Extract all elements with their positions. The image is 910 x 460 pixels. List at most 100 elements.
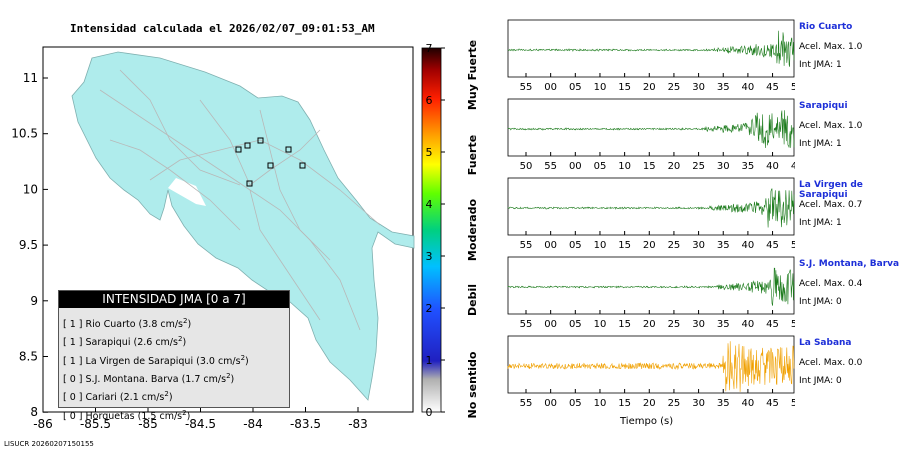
colorbar-category-label: Debil — [466, 284, 479, 316]
legend-accel-close: ) — [187, 319, 192, 331]
colorbar-tick-label: 3 — [426, 250, 433, 263]
legend-accel-close: ) — [168, 392, 173, 404]
waveform-x-label: Tiempo (s) — [620, 416, 674, 427]
waveform-panel: 55 00 05 10 15 20 25 30 35 40 45 50 — [507, 335, 795, 409]
legend-accel: (2.6 cm/s — [133, 337, 178, 349]
legend-accel-unit-exp: 2 — [182, 408, 187, 417]
station-name: Sarapiqui — [799, 101, 848, 111]
map-y-tick-label: 8 — [30, 405, 38, 419]
waveform-tick-label: 35 — [717, 319, 730, 330]
legend-station: Rio Cuarto — [85, 319, 139, 331]
waveform-tick-label: 30 — [692, 319, 705, 330]
station-marker — [285, 146, 292, 153]
station-jma-intensity: Int JMA: 0 — [799, 376, 842, 386]
legend-accel-unit-exp: 2 — [177, 335, 183, 344]
legend-accel-unit-exp: 2 — [226, 372, 231, 381]
waveform-tick-label: 05 — [569, 82, 582, 93]
colorbar-category-label: Muy Fuerte — [466, 40, 479, 110]
waveform-tick-label: 05 — [569, 398, 582, 409]
waveform-tick-label: 15 — [643, 161, 656, 172]
waveform-panel: 55 00 05 10 15 20 25 30 35 40 45 50 — [507, 177, 795, 251]
waveform-tick-label: 10 — [594, 398, 607, 409]
legend-accel-close: ) — [182, 337, 187, 349]
map-x-tick-label: -84 — [243, 417, 263, 431]
waveform-tick-label: 05 — [594, 161, 607, 172]
legend-row: [ 0 ] S.J. Montana. Barva (1.7 cm/s2) — [63, 369, 289, 387]
station-name: La Sabana — [799, 338, 852, 348]
waveform-tick-label: 00 — [569, 161, 582, 172]
waveform-tick-label: 45 — [766, 82, 779, 93]
legend-accel-unit-exp: 2 — [183, 317, 188, 325]
waveform-tick-label: 50 — [791, 82, 795, 93]
map-x-tick-label: -83.5 — [290, 417, 321, 431]
legend-row: [ 1 ] Rio Cuarto (3.8 cm/s2) — [63, 314, 289, 332]
waveform-tick-label: 05 — [569, 240, 582, 251]
waveform-tick-label: 45 — [766, 319, 779, 330]
colorbar-tick-label: 0 — [426, 406, 433, 419]
colorbar-gradient — [421, 47, 442, 413]
waveform-tick-label: 40 — [766, 161, 779, 172]
station-markers — [235, 137, 306, 187]
waveform-frame — [507, 19, 795, 78]
legend-jma: [ 1 ] — [63, 337, 86, 349]
legend-row: [ 1 ] Sarapiqui (2.6 cm/s2) — [63, 332, 289, 350]
legend-header: INTENSIDAD JMA [0 a 7] — [59, 291, 289, 308]
station-marker — [257, 137, 264, 144]
waveform-tick-label: 15 — [618, 240, 631, 251]
road-network — [99, 69, 381, 331]
station-accel-max: Acel. Max. 0.4 — [799, 279, 863, 289]
waveform-tick-label: 40 — [742, 398, 755, 409]
waveform-tick-label: 20 — [668, 161, 681, 172]
waveform-tick-label: 10 — [618, 161, 631, 172]
waveform-tick-label: 30 — [717, 161, 730, 172]
legend-jma: [ 0 ] — [63, 392, 86, 404]
station-marker — [299, 162, 306, 169]
waveform-panel: 55 00 05 10 15 20 25 30 35 40 45 50 — [507, 19, 795, 93]
legend-jma: [ 1 ] — [63, 319, 86, 331]
colorbar-tick-label: 5 — [426, 146, 433, 159]
map-y-tick-label: 9.5 — [19, 238, 38, 252]
legend-list: [ 1 ] Rio Cuarto (3.8 cm/s2)[ 1 ] Sarapi… — [59, 314, 289, 424]
waveform-tick-label: 10 — [594, 319, 607, 330]
station-jma-intensity: Int JMA: 0 — [799, 297, 842, 307]
waveform-trace — [507, 267, 795, 306]
waveform-tick-label: 25 — [668, 398, 681, 409]
waveform-tick-label: 55 — [520, 398, 533, 409]
legend-station: Cariari — [85, 392, 120, 404]
station-name: S.J. Montana, Barva — [799, 259, 900, 269]
waveform-tick-label: 35 — [717, 398, 730, 409]
waveform-tick-label: 20 — [643, 82, 656, 93]
waveform-tick-label: 50 — [791, 319, 795, 330]
colorbar-category-label: Fuerte — [466, 135, 479, 175]
legend-accel-close: ) — [245, 355, 249, 367]
station-marker — [235, 146, 242, 153]
map-x-tick-label: -86 — [33, 417, 53, 431]
waveform-tick-label: 00 — [544, 398, 557, 409]
waveform-tick-label: 55 — [520, 240, 533, 251]
legend-row: [ 0 ] Horquetas (1.5 cm/s2) — [63, 406, 289, 424]
colorbar-labels: No sentido Debil Moderado Fuerte Muy Fuerte — [466, 40, 479, 419]
map-y-tick-label: 10.5 — [11, 127, 38, 141]
colorbar-tick-label: 4 — [426, 198, 433, 211]
waveform-tick-label: 45 — [766, 240, 779, 251]
station-accel-max: Acel. Max. 1.0 — [799, 42, 863, 52]
legend-accel-unit-exp: 2 — [240, 353, 246, 362]
station-jma-intensity: Int JMA: 1 — [799, 60, 842, 70]
station-marker — [267, 162, 274, 169]
waveform-panel: 55 00 05 10 15 20 25 30 35 40 45 50 — [507, 256, 795, 330]
waveform-tick-label: 40 — [742, 319, 755, 330]
waveform-frame — [507, 256, 795, 315]
map-y-tick-label: 9 — [30, 294, 38, 308]
waveform-tick-label: 35 — [742, 161, 755, 172]
waveform-tick-label: 25 — [668, 82, 681, 93]
waveform-tick-label: 50 — [520, 161, 533, 172]
waveform-tick-label: 30 — [692, 398, 705, 409]
colorbar-tick-label: 6 — [426, 94, 433, 107]
colorbar-category-label: Moderado — [466, 199, 479, 262]
legend-accel: (2.1 cm/s — [119, 392, 165, 404]
map-x-tick-label: -83 — [348, 417, 368, 431]
waveform-panel: 50 55 00 05 10 15 20 25 30 35 40 45 — [507, 98, 795, 172]
map-y-ticks: 11 10.5 10 9.5 9 8.5 8 — [11, 71, 48, 419]
legend-jma: [ 0 ] — [63, 374, 86, 386]
country-shape — [71, 51, 415, 401]
